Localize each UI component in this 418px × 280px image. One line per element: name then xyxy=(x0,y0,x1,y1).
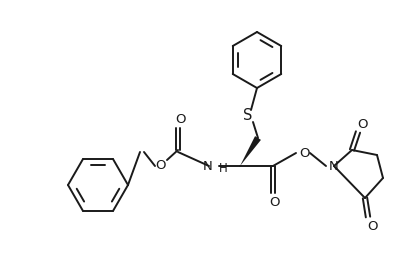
Text: O: O xyxy=(175,113,185,125)
Text: O: O xyxy=(299,146,309,160)
Text: O: O xyxy=(269,197,279,209)
Text: O: O xyxy=(368,220,378,232)
Text: N: N xyxy=(329,160,339,172)
Text: H: H xyxy=(219,162,228,174)
Polygon shape xyxy=(240,136,261,166)
Text: N: N xyxy=(202,160,212,172)
Text: S: S xyxy=(243,108,253,123)
Text: O: O xyxy=(358,118,368,130)
Text: O: O xyxy=(155,158,165,171)
